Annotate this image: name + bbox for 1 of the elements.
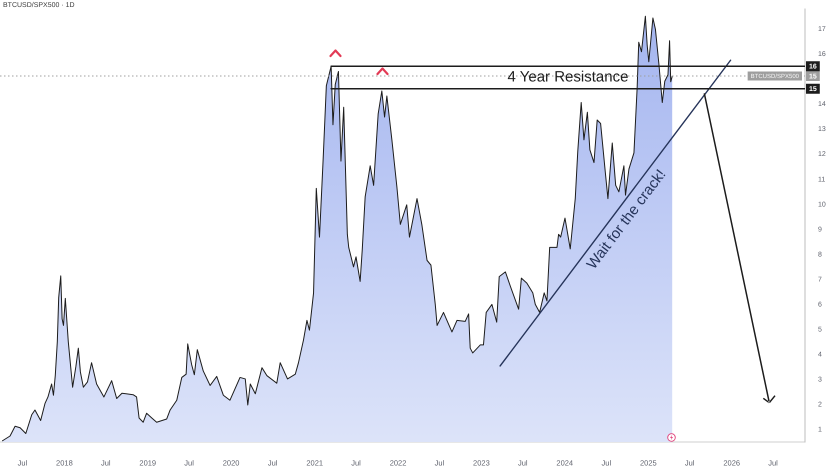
annotation: 4 Year Resistance [507,68,628,86]
